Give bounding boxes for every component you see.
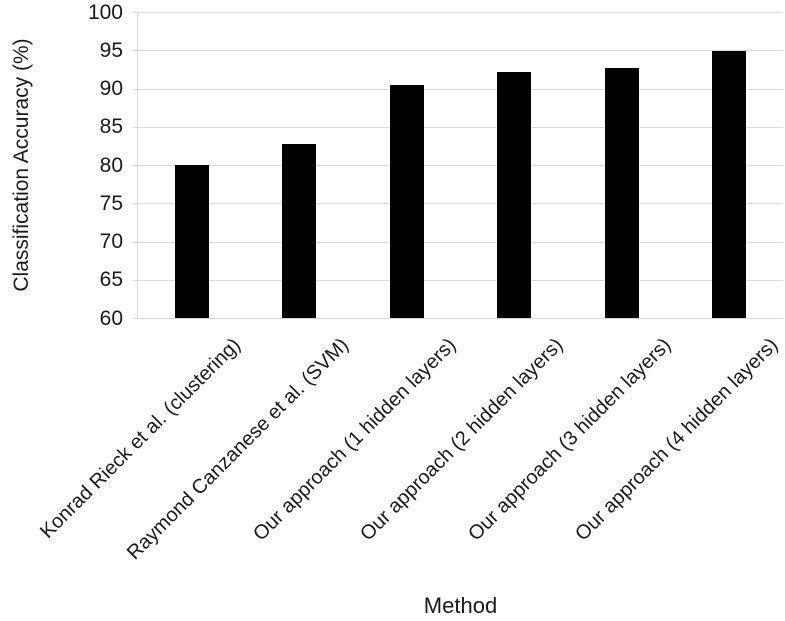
gridline-90: [133, 88, 783, 90]
y-tick-label-85: 85: [99, 115, 123, 139]
x-tick-label-6: Our approach (4 hidden layers): [571, 334, 783, 546]
y-tick-label-75: 75: [99, 191, 123, 215]
x-tick-label-5: Our approach (3 hidden layers): [463, 334, 676, 546]
bar-2: [282, 144, 317, 318]
gridline-95: [133, 50, 783, 52]
bar-4: [497, 71, 532, 318]
x-tick-label-3: Our approach (1 hidden layers): [248, 334, 461, 546]
y-tick-label-65: 65: [99, 268, 123, 292]
bar-6: [712, 51, 747, 318]
bar-3: [389, 85, 424, 318]
x-tick-label-1: Konrad Rieck et al. (clustering): [36, 334, 246, 543]
x-tick-label-4: Our approach (2 hidden layers): [356, 334, 568, 546]
y-tick-label-60: 60: [99, 306, 123, 330]
y-tick-label-90: 90: [99, 77, 123, 100]
gridline-60: [133, 318, 783, 319]
x-axis-title: Method: [423, 593, 498, 618]
gridline-65: [133, 279, 783, 281]
gridline-70: [133, 241, 783, 243]
x-tick-label-2: Raymond Canzanese et al. (SVM): [122, 334, 353, 565]
bar-5: [604, 67, 639, 318]
y-tick-label-70: 70: [99, 230, 123, 253]
gridline-100: [133, 12, 783, 13]
y-tick-label-80: 80: [99, 153, 123, 177]
gridline-75: [133, 203, 783, 205]
y-tick-label-95: 95: [99, 38, 123, 62]
y-axis-title: Classification Accuracy (%): [10, 38, 33, 292]
bar-1: [174, 165, 209, 318]
gridline-80: [133, 165, 783, 166]
y-tick-label-100: 100: [87, 0, 123, 24]
gridline-85: [133, 126, 783, 128]
